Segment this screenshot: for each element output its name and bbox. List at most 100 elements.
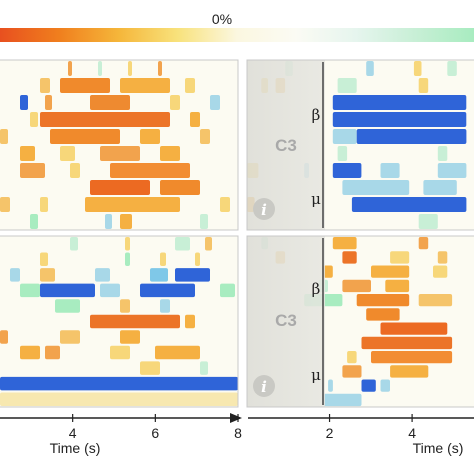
heatmap-cell [195, 252, 200, 266]
colorbar-gradient [0, 28, 474, 42]
heatmap-cell [155, 345, 200, 360]
heatmap-cell [190, 112, 200, 127]
heatmap-cell [185, 314, 195, 329]
heatmap-cell [20, 345, 40, 360]
heatmap-cell [390, 365, 429, 378]
heatmap-cell [175, 268, 210, 282]
heatmap-panel-bottom-left [0, 236, 238, 407]
heatmap-cell [40, 268, 55, 282]
info-icon[interactable] [253, 375, 275, 397]
heatmap-cell [380, 322, 448, 335]
heatmap-cell [128, 61, 132, 76]
heatmap-cell [332, 112, 467, 127]
heatmap-cell [332, 163, 362, 178]
heatmap-cell [90, 180, 150, 195]
x-axis-label: Time (s) [50, 440, 101, 456]
x-tick-label: 4 [408, 425, 416, 441]
heatmap-cell [158, 61, 162, 76]
heatmap-cell [423, 180, 457, 195]
mu-band-label: μ [311, 366, 321, 384]
heatmap-cell [220, 283, 235, 298]
heatmap-cell [45, 345, 60, 360]
heatmap-cell [175, 237, 190, 251]
heatmap-cell [60, 146, 75, 161]
heatmap-cell [328, 379, 333, 392]
panel-borders [0, 59, 474, 408]
heatmap-cell [418, 78, 429, 93]
heatmap-cell [390, 251, 410, 264]
heatmap-cell [418, 237, 429, 250]
heatmap-cell [323, 393, 362, 407]
heatmap-cell [40, 252, 48, 266]
heatmap-cell [200, 361, 208, 375]
heatmap-cell [160, 146, 180, 161]
heatmap-cell [351, 197, 467, 212]
info-icon[interactable] [253, 198, 275, 220]
heatmap-cell [160, 252, 166, 266]
heatmap-cell [0, 330, 8, 344]
heatmap-cell [140, 361, 160, 375]
heatmap-cell [10, 268, 20, 282]
heatmap-cell [361, 379, 376, 392]
heatmap-cell [0, 197, 10, 212]
panel-border [0, 59, 239, 231]
heatmap-cell [380, 163, 400, 178]
axis-arrow-icon [230, 413, 242, 423]
x-axis-left: 4 6 8 Time (s) [0, 413, 242, 456]
heatmap-cell [380, 379, 390, 392]
heatmap-cell [60, 330, 80, 344]
heatmap-cell [418, 214, 438, 229]
x-tick-label: 6 [151, 425, 159, 441]
colorbar: 0% [0, 11, 474, 42]
heatmap-cell [45, 95, 52, 110]
heatmap-cell [332, 95, 467, 110]
heatmap-cell [160, 180, 200, 195]
heatmap-cell [200, 214, 208, 229]
heatmap-cell [170, 95, 180, 110]
heatmap-cell [85, 197, 180, 212]
heatmap-cell [210, 95, 220, 110]
heatmap-cell [418, 294, 453, 307]
heatmap-cell [140, 129, 160, 144]
heatmap-cell [120, 330, 140, 344]
heatmap-cell [366, 61, 374, 76]
heatmap-cell [98, 61, 102, 76]
roi-overlay-bottom: C3 β μ i [247, 236, 325, 407]
heatmap-cell [60, 78, 110, 93]
heatmap-cell [437, 251, 448, 264]
heatmap-cell [332, 237, 357, 250]
heatmap-cell [200, 129, 210, 144]
heatmap-cell [125, 252, 130, 266]
mu-band-label: μ [311, 190, 321, 208]
roi-overlay-top: C3 β μ i [247, 60, 325, 230]
panel-border [246, 59, 474, 231]
info-icon-glyph: i [261, 201, 267, 219]
heatmap-cell [342, 251, 357, 264]
heatmap-cell [100, 283, 120, 298]
heatmap-cell [0, 129, 8, 144]
heatmap-cell [342, 279, 371, 293]
beta-band-label: β [312, 280, 321, 298]
heatmap-cell [332, 129, 357, 144]
heatmap-cell [447, 61, 457, 76]
heatmap-cell [160, 299, 170, 313]
heatmap-cell [30, 214, 38, 229]
heatmap-cell [140, 283, 195, 298]
heatmap-cell [323, 265, 333, 278]
panel-border [0, 235, 239, 408]
heatmap-cell [20, 146, 35, 161]
info-icon-glyph: i [261, 378, 267, 396]
x-tick-label: 2 [326, 425, 334, 441]
heatmap-cell [433, 265, 448, 278]
heatmap-cell [110, 345, 130, 360]
heatmap-cell [356, 129, 467, 144]
heatmap-cell [150, 268, 168, 282]
heatmap-panel-top-left [0, 60, 238, 230]
heatmap-cell [70, 163, 80, 178]
heatmap-cell [371, 351, 453, 364]
heatmap-cell [0, 376, 238, 391]
roi-label: C3 [275, 311, 297, 330]
heatmap-cell [95, 268, 110, 282]
heatmap-cell [342, 365, 362, 378]
heatmap-cell [20, 283, 40, 298]
